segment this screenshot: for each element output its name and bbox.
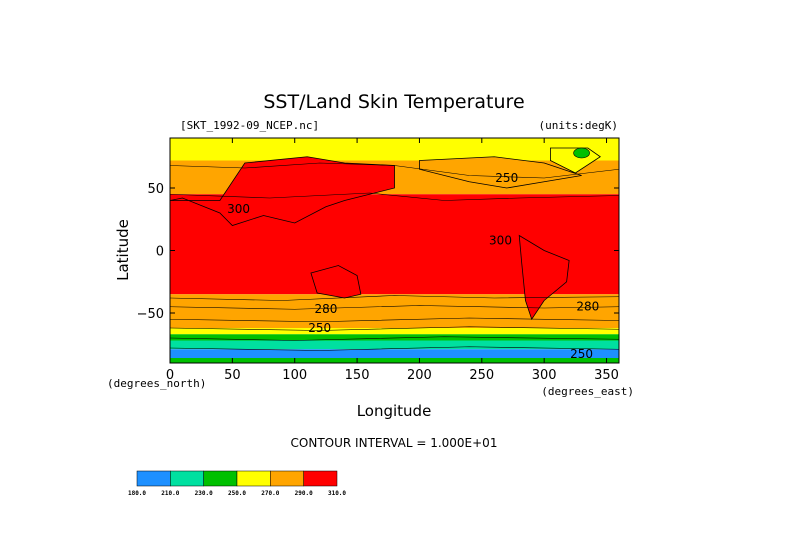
temperature-band-4 — [170, 328, 619, 335]
temperature-band-0 — [170, 138, 619, 161]
x-axis-ticks: 0 50 100 150 200 250 300 350 — [166, 138, 619, 383]
landmass-outline-2 — [518, 234, 570, 321]
x-unit-label: (degrees_east) — [541, 385, 634, 398]
cold-spot-contour — [573, 147, 590, 159]
temperature-band-6 — [170, 340, 619, 350]
isotherm-line-5 — [170, 326, 619, 331]
colorbar-label-5: 290.0 — [295, 490, 313, 497]
landmass-contours — [170, 147, 619, 351]
temperature-band-8 — [170, 358, 619, 363]
colorbar-swatch-0 — [136, 470, 171, 487]
y-tick-label-2: −50 — [137, 307, 164, 322]
colorbar-swatch-1 — [170, 470, 204, 487]
isotherm-line-3 — [170, 305, 619, 310]
colorbar-label-1: 210.0 — [161, 490, 179, 497]
colorbar-label-3: 250.0 — [228, 490, 246, 497]
colorbar-label-0: 180.0 — [128, 490, 146, 497]
y-tick-label-0: 50 — [147, 182, 164, 197]
contour-label-6: 250 — [570, 347, 593, 361]
x-tick-label-4: 200 — [407, 368, 432, 383]
isotherm-line-7 — [170, 346, 619, 351]
x-tick-label-1: 50 — [224, 368, 241, 383]
contour-label-1: 300 — [227, 202, 250, 216]
isotherm-line-6 — [170, 336, 619, 341]
contour-interval-label: CONTOUR INTERVAL = 1.000E+01 — [291, 436, 498, 450]
colorbar-swatch-3 — [236, 470, 271, 487]
contour-label-5: 250 — [308, 321, 331, 335]
y-unit-label: (degrees_north) — [107, 377, 206, 390]
isotherm-line-4 — [170, 317, 619, 323]
landmass-outline-1 — [419, 156, 582, 189]
contour-label-2: 300 — [489, 233, 512, 247]
chart-title: SST/Land Skin Temperature — [263, 91, 524, 113]
contour-label-0: 250 — [495, 171, 518, 185]
colorbar-label-4: 270.0 — [261, 490, 279, 497]
x-tick-label-3: 150 — [345, 368, 370, 383]
colorbar-label-6: 310.0 — [328, 490, 346, 497]
y-tick-label-1: 0 — [156, 245, 164, 260]
x-tick-label-5: 250 — [469, 368, 494, 383]
colorbar: 180.0 210.0 230.0 250.0 270.0 290.0 310.0 — [128, 470, 346, 497]
colorbar-label-2: 230.0 — [195, 490, 213, 497]
contour-label-3: 280 — [314, 302, 337, 316]
landmass-outline-4 — [310, 265, 362, 299]
dataset-label: [SKT_1992-09_NCEP.nc] — [180, 119, 319, 132]
isotherm-line-2 — [170, 295, 619, 301]
colorbar-swatch-2 — [203, 470, 238, 487]
x-tick-label-2: 100 — [282, 368, 307, 383]
temperature-band-7 — [170, 349, 619, 358]
y-axis-title: Latitude — [114, 219, 132, 281]
contour-label-4: 280 — [576, 300, 599, 314]
isotherm-line-1 — [170, 192, 619, 201]
temperature-band-5 — [170, 334, 619, 341]
landmass-outline-0 — [170, 156, 395, 226]
x-tick-label-7: 350 — [594, 368, 619, 383]
x-axis-title: Longitude — [357, 402, 432, 420]
x-tick-label-0: 0 — [166, 368, 174, 383]
y-axis-ticks: 50 0 −50 — [137, 182, 619, 322]
contour-label-layer: 250 300 300 280 280 250 250 — [227, 171, 599, 361]
isotherm-line-0 — [170, 162, 619, 179]
units-label: (units:degK) — [539, 119, 618, 132]
colorbar-swatch-5 — [303, 470, 338, 487]
colorbar-swatch-4 — [270, 470, 304, 487]
x-tick-label-6: 300 — [532, 368, 557, 383]
